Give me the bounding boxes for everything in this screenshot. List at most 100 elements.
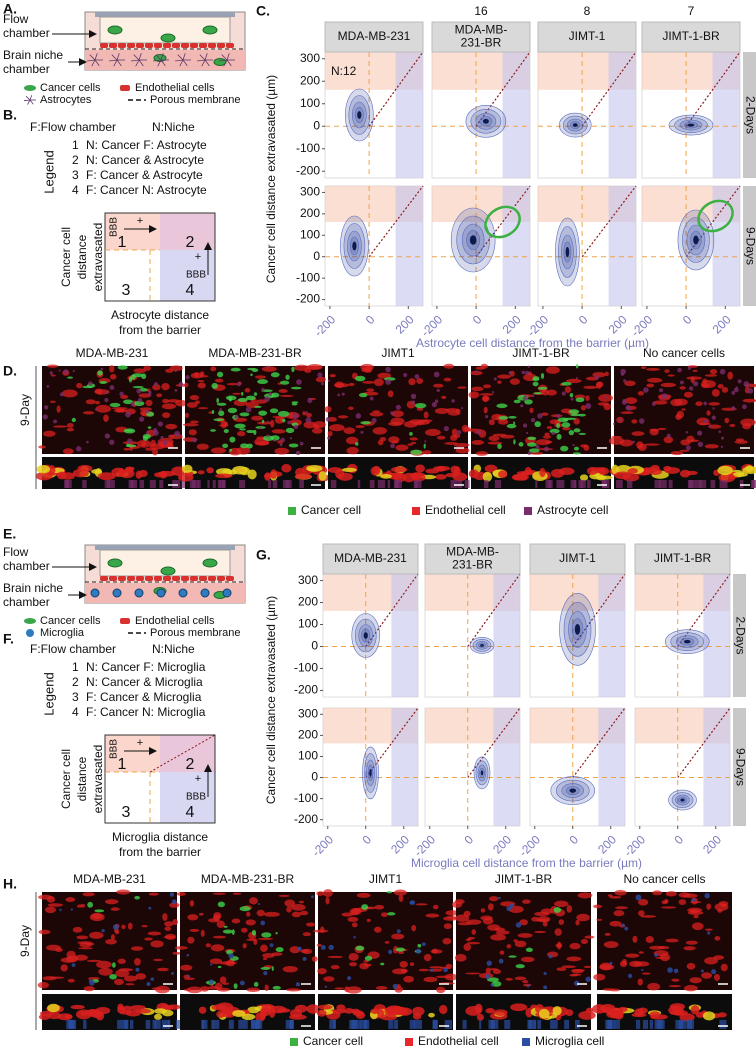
shape — [118, 43, 126, 48]
cell-signal — [132, 385, 144, 389]
cell-signal — [734, 440, 748, 444]
shape — [431, 21, 531, 53]
cell-signal — [212, 935, 227, 939]
axis-label: distance — [75, 234, 89, 279]
cell-signal — [123, 447, 130, 451]
cell-signal — [540, 373, 545, 379]
cell-signal — [348, 382, 355, 387]
cell-signal — [522, 395, 529, 401]
cell-signal — [42, 414, 48, 420]
cell-signal — [487, 903, 494, 911]
shape — [494, 480, 502, 489]
cell-signal — [583, 385, 598, 389]
line — [475, 185, 531, 258]
y-tick-label: 300 — [298, 706, 318, 720]
cell-signal — [165, 423, 178, 430]
legend-number: 3 — [72, 168, 79, 182]
cell-signal — [79, 942, 92, 948]
cell-signal — [109, 385, 115, 390]
cell-signal — [580, 405, 586, 411]
legend-text: Endothelial cell — [418, 1034, 499, 1048]
cell-signal — [133, 368, 146, 374]
cell-signal — [164, 926, 172, 931]
cell-signal — [270, 435, 280, 441]
cell-signal — [490, 983, 494, 987]
cell-signal — [328, 424, 345, 432]
cell-signal — [346, 446, 359, 455]
cell-signal — [294, 1004, 308, 1013]
cell-signal — [554, 928, 562, 936]
cell-signal — [134, 895, 140, 900]
line — [89, 54, 96, 61]
cell-signal — [187, 974, 190, 977]
legend-text: Endothelial cell — [425, 503, 506, 517]
line — [182, 59, 188, 67]
line — [94, 53, 98, 61]
cell-signal — [251, 929, 257, 936]
microglia — [178, 588, 188, 598]
cell-signal — [189, 900, 195, 907]
image-title: JIMT-1-BR — [495, 872, 553, 886]
cell-signal — [621, 923, 625, 927]
axis-label: Cancer cell — [59, 227, 73, 287]
shape — [145, 1019, 151, 1029]
shape — [324, 21, 424, 53]
shape — [529, 543, 626, 575]
key-text: N:Niche — [152, 642, 195, 656]
shape — [391, 574, 418, 697]
cell-signal — [525, 370, 530, 375]
shape — [641, 21, 741, 53]
cell-signal — [145, 409, 149, 414]
shape — [502, 186, 530, 306]
cell-signal — [260, 1008, 268, 1017]
cell-signal — [497, 374, 512, 379]
shape — [181, 43, 189, 48]
cell-signal — [513, 421, 516, 425]
cell-signal — [355, 945, 365, 951]
cell-signal — [200, 986, 210, 992]
cell-signal — [299, 910, 309, 916]
cell-signal — [115, 969, 130, 978]
cell-signal — [652, 890, 663, 896]
cell-signal — [599, 962, 613, 971]
cell-signal — [327, 379, 331, 382]
line — [219, 59, 228, 62]
cell-signal — [575, 377, 579, 380]
cell-signal — [125, 444, 137, 448]
cell-signal — [48, 464, 56, 475]
shape — [217, 576, 225, 581]
line — [475, 51, 531, 127]
shape — [117, 1019, 123, 1029]
microglia — [90, 588, 100, 598]
cell-signal — [424, 428, 441, 437]
cell-signal — [291, 402, 298, 406]
cell-signal — [384, 941, 390, 944]
cell-signal — [497, 380, 502, 384]
legend-text: N: Cancer & Astrocyte — [86, 153, 204, 167]
shape — [95, 545, 235, 550]
shape — [363, 1019, 370, 1029]
x-tick-label: 0 — [359, 832, 374, 847]
cell-signal — [222, 443, 229, 449]
shape — [198, 480, 201, 489]
key-text: F:Flow chamber — [30, 120, 116, 134]
cell-signal — [186, 953, 190, 957]
cell-signal — [661, 906, 676, 909]
cell-signal — [145, 399, 153, 407]
shape — [522, 1038, 530, 1046]
line — [201, 59, 206, 67]
cell-signal — [302, 411, 307, 416]
cell-signal — [337, 472, 353, 481]
cell-signal — [721, 436, 725, 440]
cell-signal — [71, 963, 76, 967]
line — [221, 54, 228, 61]
cell-signal — [661, 900, 668, 905]
cell-signal — [665, 938, 679, 943]
cell-signal — [411, 400, 416, 405]
axis-label: extravasated — [91, 745, 105, 814]
shape — [226, 576, 234, 581]
line — [113, 59, 118, 67]
cell-signal — [148, 892, 159, 896]
cell-signal — [412, 1012, 422, 1020]
